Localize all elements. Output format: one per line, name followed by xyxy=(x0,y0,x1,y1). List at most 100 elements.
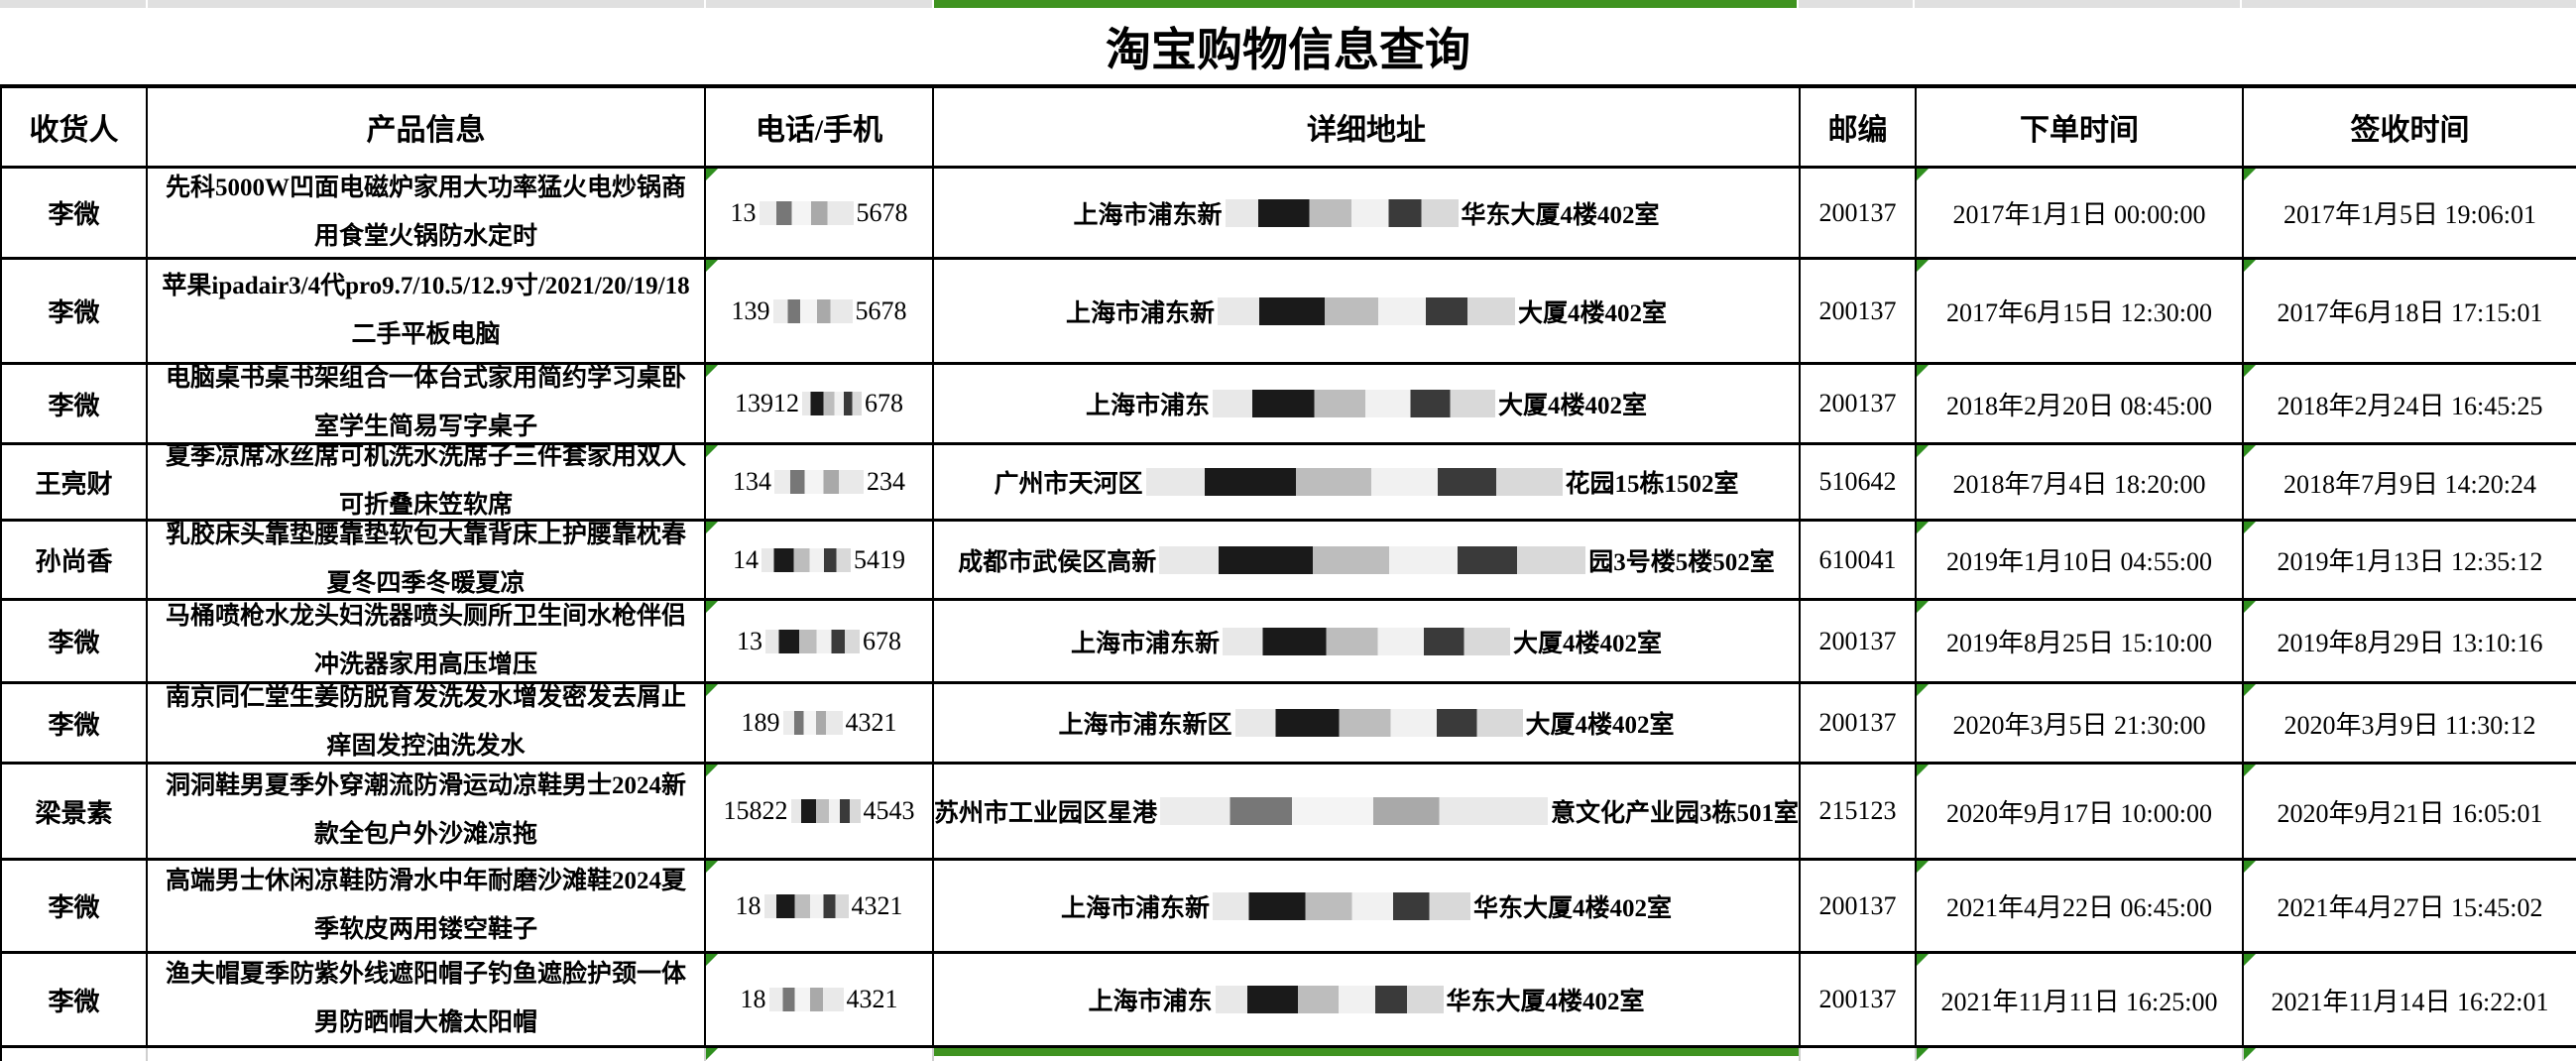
cell-order-time[interactable]: 2018年2月20日 08:45:00 xyxy=(1917,365,2244,445)
cell-zip[interactable]: 200137 xyxy=(1801,601,1917,684)
cell-address[interactable]: 上海市浦东新 大厦4楼402室 xyxy=(934,601,1801,684)
cell-sign-time[interactable]: 2018年7月9日 14:20:24 xyxy=(2244,445,2576,522)
cell-sign-time[interactable]: 2019年8月29日 13:10:16 xyxy=(2244,601,2576,684)
cell-recipient[interactable]: 李微 xyxy=(2,861,148,954)
address-prefix: 上海市浦东新 xyxy=(1073,201,1223,229)
cell-zip[interactable]: 215123 xyxy=(1801,765,1917,861)
top-strip-segment xyxy=(706,0,932,8)
cell-address[interactable]: 上海市浦东新区 大厦4楼402室 xyxy=(934,684,1801,765)
cell-order-time[interactable]: 2021年11月11日 16:25:00 xyxy=(1917,954,2244,1048)
cell-product[interactable]: 夏季凉席冰丝席可机洗水洗席子三件套家用双人可折叠床笠软席 xyxy=(148,445,706,522)
cell-phone[interactable]: 15822 4543 xyxy=(706,765,934,861)
cell-address[interactable]: 上海市浦东 华东大厦4楼402室 xyxy=(934,954,1801,1048)
cell-zip[interactable]: 200137 xyxy=(1801,365,1917,445)
redaction-mosaic xyxy=(772,298,853,323)
cell-product[interactable]: 马桶喷枪水龙头妇洗器喷头厕所卫生间水枪伴侣冲洗器家用高压增压 xyxy=(148,601,706,684)
cell-sign-time[interactable]: 2021年11月14日 16:22:01 xyxy=(2244,954,2576,1048)
address-suffix: 大厦4楼402室 xyxy=(1498,393,1648,419)
col-header-order-time[interactable]: 下单时间 xyxy=(1917,88,2244,169)
redaction-mosaic xyxy=(768,988,844,1011)
cell-address[interactable]: 广州市天河区 花园15栋1502室 xyxy=(934,445,1801,522)
cell-zip[interactable]: 200137 xyxy=(1801,954,1917,1048)
partial-cell-recipient[interactable] xyxy=(2,1048,148,1061)
cell-order-time[interactable]: 2020年9月17日 10:00:00 xyxy=(1917,765,2244,861)
cell-recipient[interactable]: 李微 xyxy=(2,365,148,445)
partial-cell-address[interactable] xyxy=(934,1048,1801,1061)
cell-order-time[interactable]: 2019年8月25日 15:10:00 xyxy=(1917,601,2244,684)
cell-address[interactable]: 上海市浦东新 大厦4楼402室 xyxy=(934,260,1801,365)
cell-address[interactable]: 上海市浦东 大厦4楼402室 xyxy=(934,365,1801,445)
partial-cell-phone[interactable] xyxy=(706,1048,934,1061)
cell-product[interactable]: 苹果ipadair3/4代pro9.7/10.5/12.9寸/2021/20/1… xyxy=(148,260,706,365)
cell-phone[interactable]: 134 234 xyxy=(706,445,934,522)
cell-phone[interactable]: 189 4321 xyxy=(706,684,934,765)
cell-recipient[interactable]: 李微 xyxy=(2,260,148,365)
partial-cell-order-time[interactable] xyxy=(1917,1048,2244,1061)
cell-phone[interactable]: 139 5678 xyxy=(706,260,934,365)
cell-phone[interactable]: 18 4321 xyxy=(706,861,934,954)
address-prefix: 上海市浦东新 xyxy=(1060,894,1210,922)
cell-product[interactable]: 先科5000W凹面电磁炉家用大功率猛火电炒锅商用食堂火锅防水定时 xyxy=(148,169,706,260)
phone-prefix: 14 xyxy=(733,544,759,574)
cell-address[interactable]: 上海市浦东新 华东大厦4楼402室 xyxy=(934,169,1801,260)
address-suffix: 华东大厦4楼402室 xyxy=(1461,201,1660,229)
cell-product[interactable]: 高端男士休闲凉鞋防滑水中年耐磨沙滩鞋2024夏季软皮两用镂空鞋子 xyxy=(148,861,706,954)
cell-zip[interactable]: 200137 xyxy=(1801,684,1917,765)
cell-phone[interactable]: 18 4321 xyxy=(706,954,934,1048)
cell-order-time[interactable]: 2021年4月22日 06:45:00 xyxy=(1917,861,2244,954)
cell-sign-time[interactable]: 2018年2月24日 16:45:25 xyxy=(2244,365,2576,445)
cell-zip[interactable]: 200137 xyxy=(1801,169,1917,260)
partial-cell-product[interactable] xyxy=(148,1048,706,1061)
col-header-product[interactable]: 产品信息 xyxy=(148,88,706,169)
col-header-phone[interactable]: 电话/手机 xyxy=(706,88,934,169)
cell-zip[interactable]: 200137 xyxy=(1801,260,1917,365)
cell-recipient[interactable]: 梁景素 xyxy=(2,765,148,861)
cell-sign-time[interactable]: 2020年9月21日 16:05:01 xyxy=(2244,765,2576,861)
col-header-recipient[interactable]: 收货人 xyxy=(2,88,148,169)
col-header-zip[interactable]: 邮编 xyxy=(1801,88,1917,169)
partial-cell-zip[interactable] xyxy=(1801,1048,1917,1061)
cell-phone[interactable]: 14 5419 xyxy=(706,522,934,601)
cell-zip[interactable]: 610041 xyxy=(1801,522,1917,601)
cell-recipient[interactable]: 李微 xyxy=(2,601,148,684)
address-suffix: 大厦4楼402室 xyxy=(1518,299,1668,327)
cell-zip[interactable]: 200137 xyxy=(1801,861,1917,954)
col-header-sign-time[interactable]: 签收时间 xyxy=(2244,88,2576,169)
cell-recipient[interactable]: 李微 xyxy=(2,684,148,765)
address-suffix: 大厦4楼402室 xyxy=(1525,712,1675,739)
cell-recipient[interactable]: 李微 xyxy=(2,169,148,260)
cell-product[interactable]: 渔夫帽夏季防紫外线遮阳帽子钓鱼遮脸护颈一体男防晒帽大檐太阳帽 xyxy=(148,954,706,1048)
cell-recipient[interactable]: 李微 xyxy=(2,954,148,1048)
cell-product[interactable]: 乳胶床头靠垫腰靠垫软包大靠背床上护腰靠枕春夏冬四季冬暖夏凉 xyxy=(148,522,706,601)
address-prefix: 上海市浦东新区 xyxy=(1058,712,1232,739)
cell-zip[interactable]: 510642 xyxy=(1801,445,1917,522)
cell-order-time[interactable]: 2020年3月5日 21:30:00 xyxy=(1917,684,2244,765)
green-fill-bar xyxy=(934,1048,1799,1056)
cell-phone[interactable]: 13912 678 xyxy=(706,365,934,445)
cell-recipient[interactable]: 孙尚香 xyxy=(2,522,148,601)
cell-phone[interactable]: 13 5678 xyxy=(706,169,934,260)
cell-sign-time[interactable]: 2020年3月9日 11:30:12 xyxy=(2244,684,2576,765)
redaction-mosaic xyxy=(1145,468,1563,496)
cell-order-time[interactable]: 2018年7月4日 18:20:00 xyxy=(1917,445,2244,522)
cell-recipient[interactable]: 王亮财 xyxy=(2,445,148,522)
partial-cell-sign-time[interactable] xyxy=(2244,1048,2576,1061)
cell-product[interactable]: 南京同仁堂生姜防脱育发洗发水增发密发去屑止痒固发控油洗发水 xyxy=(148,684,706,765)
phone-prefix: 13 xyxy=(730,197,757,227)
cell-address[interactable]: 苏州市工业园区星港 意文化产业园3栋501室 xyxy=(934,765,1801,861)
cell-phone[interactable]: 13 678 xyxy=(706,601,934,684)
cell-sign-time[interactable]: 2021年4月27日 15:45:02 xyxy=(2244,861,2576,954)
cell-address[interactable]: 上海市浦东新 华东大厦4楼402室 xyxy=(934,861,1801,954)
cell-sign-time[interactable]: 2017年6月18日 17:15:01 xyxy=(2244,260,2576,365)
address-suffix: 意文化产业园3栋501室 xyxy=(1550,800,1799,827)
cell-order-time[interactable]: 2017年6月15日 12:30:00 xyxy=(1917,260,2244,365)
cell-product[interactable]: 电脑桌书桌书架组合一体台式家用简约学习桌卧室学生简易写字桌子 xyxy=(148,365,706,445)
cell-sign-time[interactable]: 2017年1月5日 19:06:01 xyxy=(2244,169,2576,260)
address-suffix: 花园15栋1502室 xyxy=(1565,471,1739,498)
col-header-address[interactable]: 详细地址 xyxy=(934,88,1801,169)
cell-order-time[interactable]: 2017年1月1日 00:00:00 xyxy=(1917,169,2244,260)
cell-address[interactable]: 成都市武侯区高新 园3号楼5楼502室 xyxy=(934,522,1801,601)
cell-sign-time[interactable]: 2019年1月13日 12:35:12 xyxy=(2244,522,2576,601)
cell-product[interactable]: 洞洞鞋男夏季外穿潮流防滑运动凉鞋男士2024新款全包户外沙滩凉拖 xyxy=(148,765,706,861)
cell-order-time[interactable]: 2019年1月10日 04:55:00 xyxy=(1917,522,2244,601)
